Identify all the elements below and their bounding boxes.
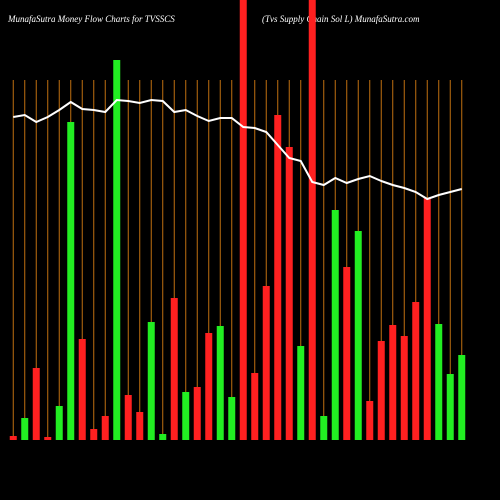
bar — [113, 60, 121, 440]
bar — [354, 231, 362, 440]
price-line — [13, 98, 463, 201]
bar — [285, 147, 293, 440]
bar — [182, 392, 190, 440]
bar — [21, 418, 29, 440]
bar — [458, 355, 466, 440]
bar — [159, 434, 167, 440]
bar — [216, 326, 224, 440]
bar — [400, 336, 408, 440]
bar — [44, 437, 52, 440]
bar — [32, 368, 40, 440]
bar — [67, 122, 75, 440]
bar — [308, 0, 316, 440]
bar — [343, 267, 351, 440]
bar — [55, 406, 63, 440]
bar — [274, 115, 282, 440]
bar — [239, 0, 247, 440]
bar — [251, 373, 259, 440]
bar — [228, 397, 236, 440]
bar — [446, 374, 454, 440]
bar — [297, 346, 305, 440]
bar — [136, 412, 144, 440]
bar — [262, 286, 270, 440]
bar — [124, 395, 132, 440]
bar — [412, 302, 420, 440]
bar — [366, 401, 374, 440]
bar — [331, 210, 339, 440]
bar — [90, 429, 98, 440]
bar — [423, 198, 431, 440]
bar — [170, 298, 178, 440]
bar — [101, 416, 109, 440]
bar — [389, 325, 397, 440]
bar — [193, 387, 201, 440]
bar — [377, 341, 385, 440]
bar — [320, 416, 328, 440]
bar — [435, 324, 443, 440]
bar — [78, 339, 86, 440]
chart-subtitle: (Tvs Supply Chain Sol L) MunafaSutra.com — [262, 14, 420, 24]
chart-title: MunafaSutra Money Flow Charts for TVSSCS — [7, 14, 175, 24]
bar — [205, 333, 213, 440]
bar — [9, 436, 17, 440]
bar — [147, 322, 155, 440]
